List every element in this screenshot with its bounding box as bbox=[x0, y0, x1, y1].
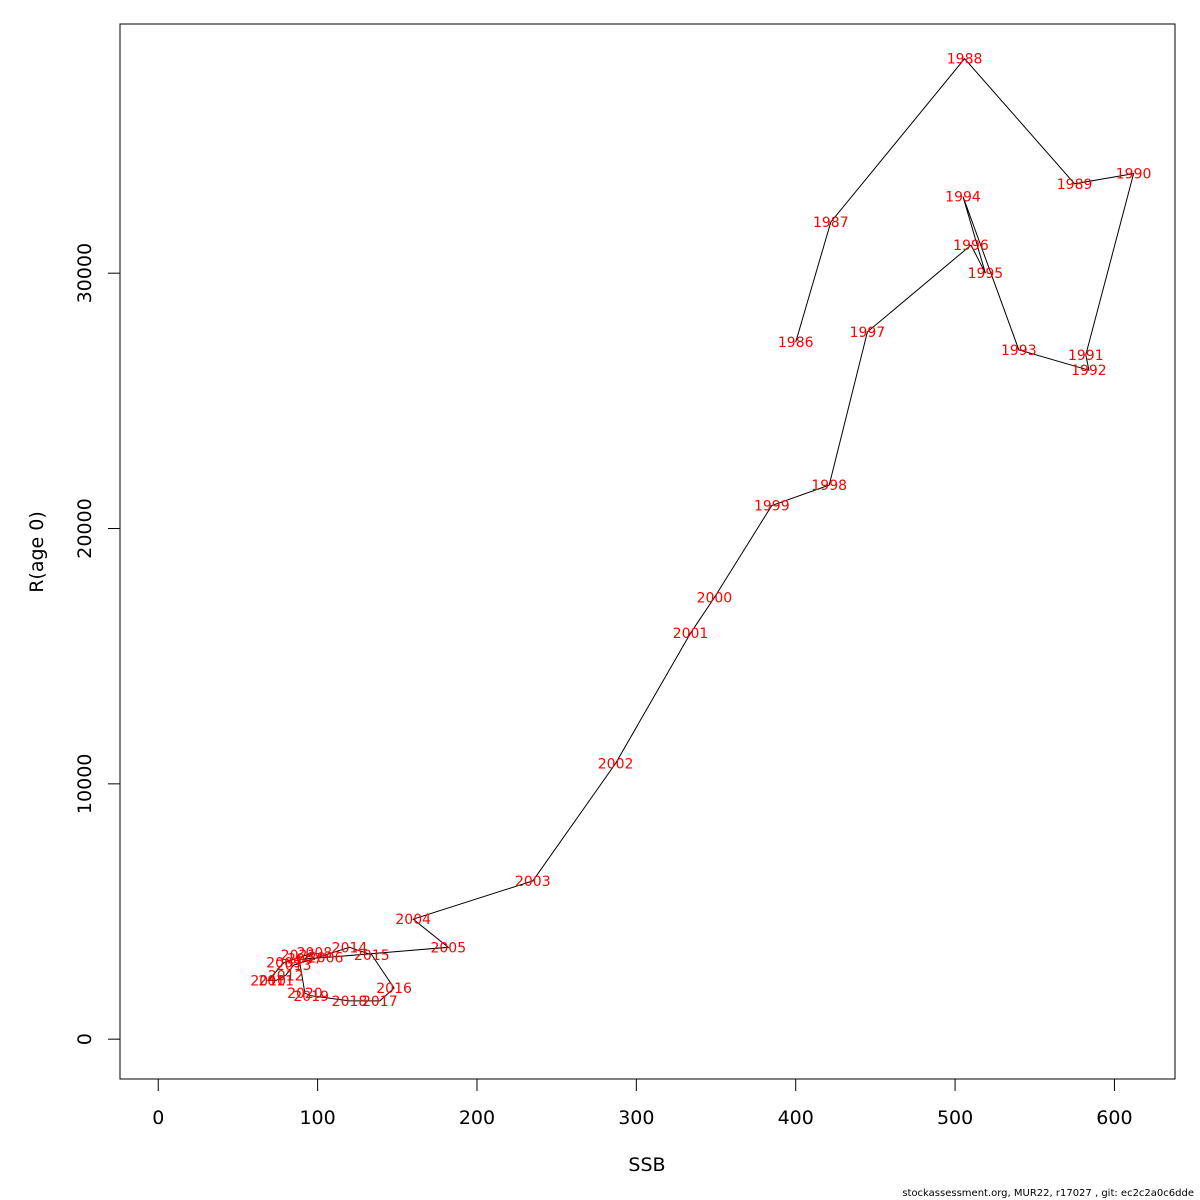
point-label-2004: 2004 bbox=[395, 912, 431, 928]
point-label-2008: 2008 bbox=[297, 945, 333, 961]
point-label-1988: 1988 bbox=[947, 52, 983, 68]
x-tick-label: 300 bbox=[618, 1107, 654, 1129]
x-tick-label: 100 bbox=[299, 1107, 335, 1129]
point-label-1996: 1996 bbox=[953, 238, 989, 254]
point-label-1997: 1997 bbox=[850, 325, 886, 341]
y-axis-title: R(age 0) bbox=[26, 511, 48, 593]
x-axis-title: SSB bbox=[628, 1154, 665, 1176]
point-label-1987: 1987 bbox=[813, 215, 849, 231]
point-label-2000: 2000 bbox=[697, 591, 733, 607]
point-label-2003: 2003 bbox=[515, 874, 551, 890]
point-label-2012: 2012 bbox=[268, 968, 304, 984]
x-tick-label: 0 bbox=[152, 1107, 164, 1129]
point-label-2019: 2019 bbox=[293, 989, 329, 1005]
point-label-2013: 2013 bbox=[276, 958, 312, 974]
point-label-2016: 2016 bbox=[376, 981, 412, 997]
point-label-2015: 2015 bbox=[354, 948, 390, 964]
point-label-1990: 1990 bbox=[1116, 167, 1152, 183]
point-label-2020: 2020 bbox=[287, 986, 323, 1002]
point-label-2001: 2001 bbox=[673, 626, 709, 642]
point-label-1994: 1994 bbox=[945, 190, 981, 206]
point-label-2014: 2014 bbox=[332, 940, 368, 956]
point-label-1992: 1992 bbox=[1071, 363, 1107, 379]
point-label-2009: 2009 bbox=[266, 956, 302, 972]
point-label-1986: 1986 bbox=[778, 335, 814, 351]
y-tick-label: 20000 bbox=[74, 498, 96, 558]
y-tick-label: 0 bbox=[74, 1033, 96, 1045]
point-label-2006: 2006 bbox=[308, 951, 344, 967]
y-axis: 0 10000 20000 30000 bbox=[74, 243, 121, 1045]
point-label-2007: 2007 bbox=[287, 952, 323, 968]
plot-frame bbox=[119, 23, 1176, 1080]
series-line bbox=[267, 57, 1135, 1002]
y-tick-label: 30000 bbox=[74, 243, 96, 303]
point-label-1999: 1999 bbox=[754, 499, 790, 515]
point-label-1998: 1998 bbox=[811, 478, 847, 494]
point-label-1993: 1993 bbox=[1001, 343, 1037, 359]
y-tick-label: 10000 bbox=[74, 754, 96, 814]
x-axis: 0 100 200 300 400 500 600 bbox=[152, 1078, 1133, 1129]
point-label-2021: 2021 bbox=[281, 948, 317, 964]
point-label-2011: 2011 bbox=[258, 973, 294, 989]
point-label-2010: 2010 bbox=[250, 973, 286, 989]
point-label-2018: 2018 bbox=[332, 994, 368, 1010]
x-tick-label: 500 bbox=[937, 1107, 973, 1129]
point-label-1995: 1995 bbox=[968, 266, 1004, 282]
x-tick-label: 400 bbox=[778, 1107, 814, 1129]
point-label-2005: 2005 bbox=[430, 940, 466, 956]
x-tick-label: 200 bbox=[459, 1107, 495, 1129]
x-tick-label: 600 bbox=[1096, 1107, 1132, 1129]
point-label-2002: 2002 bbox=[598, 756, 634, 772]
footer-credit: stockassessment.org, MUR22, r17027 , git… bbox=[902, 1188, 1194, 1199]
point-label-2017: 2017 bbox=[362, 994, 398, 1010]
point-label-1991: 1991 bbox=[1068, 348, 1104, 364]
point-label-1989: 1989 bbox=[1057, 177, 1093, 193]
